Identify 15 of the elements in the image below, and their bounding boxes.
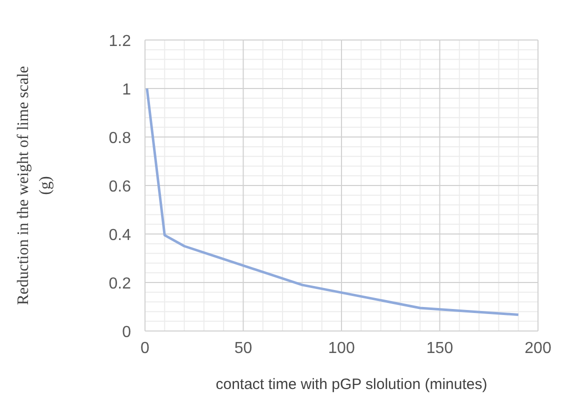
y-tick-label: 1.2	[108, 33, 132, 50]
x-tick-label: 0	[140, 340, 150, 357]
y-tick-label: 0.6	[108, 178, 132, 196]
y-tick-label: 0.8	[108, 130, 132, 147]
line-series	[146, 87, 520, 316]
x-tick-label: 100	[328, 340, 355, 357]
x-tick-label: 50	[234, 340, 252, 357]
y-axis-title: Reduction in the weight of lime scale (g)	[15, 66, 54, 306]
y-tick-label: 0.2	[108, 276, 132, 292]
x-axis-title: contact time with pGP slolution (minutes)	[216, 376, 488, 393]
y-tick-label: 0.4	[108, 227, 132, 244]
y-tick-label: 0	[122, 324, 132, 341]
y-tick-label: 1	[122, 82, 132, 98]
x-tick-label: 150	[426, 340, 454, 357]
x-tick-label: 200	[524, 340, 552, 357]
